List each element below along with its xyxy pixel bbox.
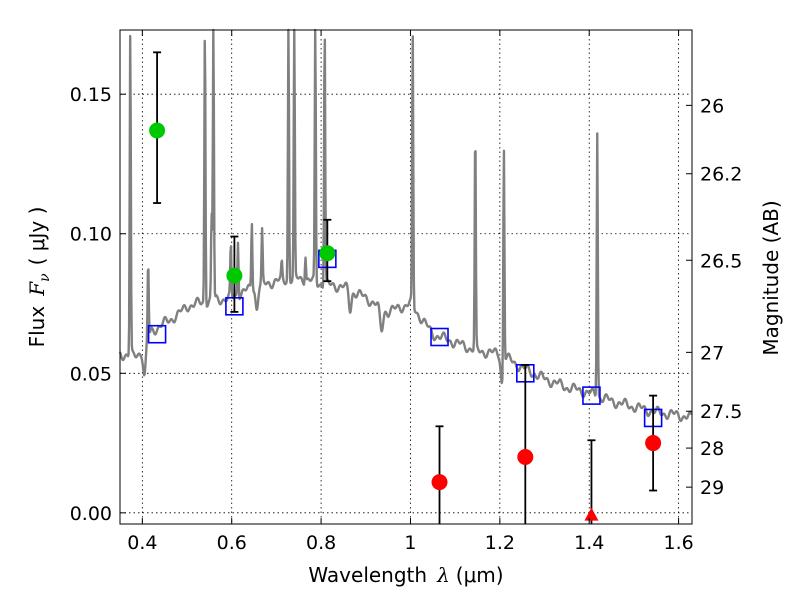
y2-tick-label: 27.5 <box>700 401 742 423</box>
y-axis-subscript: ν <box>37 273 53 282</box>
y-tick-label: 0.05 <box>70 363 112 385</box>
x-axis-title-text: Wavelength <box>308 563 427 587</box>
y2-tick-label: 26.5 <box>700 250 742 272</box>
y2-tick-label: 29 <box>700 477 724 499</box>
y2-tick-label: 28 <box>700 438 724 460</box>
x-tick-label: 1.4 <box>574 532 604 554</box>
spectrum-layer <box>118 28 693 423</box>
y-axis-title: Flux Fν ( μJy ) <box>25 207 53 348</box>
y-tick-label: 0.00 <box>70 503 112 525</box>
y-axis-title-text: Flux <box>25 306 49 348</box>
y2-tick-label: 26 <box>700 95 724 117</box>
x-axis-title: Wavelength λ (μm) <box>308 563 503 587</box>
y2-tick-label: 26.2 <box>700 164 742 186</box>
low-significance-point <box>431 474 448 491</box>
x-axis-symbol: λ <box>436 563 450 587</box>
tick-layer: 0.4 0.6 0.8 1 1.2 1.4 1.6 0.00 0.05 0.10 0.15 26 26.… <box>70 30 742 554</box>
x-tick-label: 0.8 <box>306 532 336 554</box>
model-spectrum-line <box>118 28 693 423</box>
detection-point <box>226 267 243 284</box>
marker-layer <box>147 51 663 524</box>
x-tick-label: 1.6 <box>663 532 693 554</box>
y-axis-unit: ( μJy ) <box>25 207 49 266</box>
y2-tick-label: 27 <box>700 342 724 364</box>
x-tick-label: 0.6 <box>217 532 247 554</box>
x-tick-label: 0.4 <box>127 532 157 554</box>
y-tick-label: 0.15 <box>70 84 112 106</box>
x-tick-label: 1.2 <box>485 532 515 554</box>
x-axis-unit: (μm) <box>456 563 504 587</box>
y-axis-symbol: F <box>25 281 49 297</box>
low-significance-point <box>517 449 534 466</box>
model-photometry-square <box>147 324 167 344</box>
upper-limit-triangle <box>584 507 599 521</box>
model-photometry-square <box>582 386 601 405</box>
x-tick-label: 1 <box>404 532 416 554</box>
low-significance-point <box>645 435 662 452</box>
plot-frame <box>119 29 693 525</box>
y-tick-label: 0.10 <box>70 224 112 246</box>
y2-axis-title: Magnitude (AB) <box>759 200 783 355</box>
detection-point <box>319 245 336 262</box>
detection-point <box>149 122 166 139</box>
model-photometry-square <box>430 327 449 347</box>
